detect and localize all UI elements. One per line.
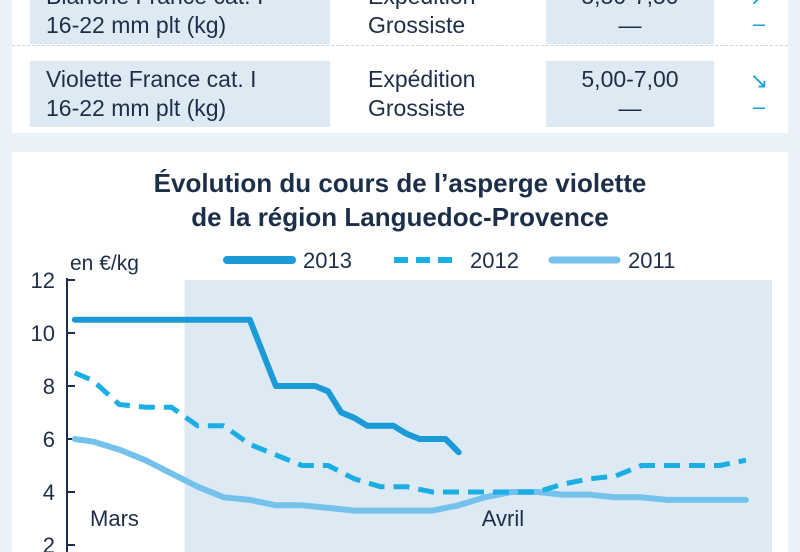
market-grossiste: Grossiste (368, 12, 466, 38)
month-label: Avril (482, 506, 524, 531)
trend-down-icon: ↘ (749, 68, 769, 93)
chart-plot: 2 4 6 8 10 12 en €/kg 2013 2012 2011 Mars Avril (31, 248, 772, 552)
series-line-2012 (73, 370, 747, 495)
trend-cell: ↘ – (734, 61, 784, 127)
chart-title: Évolution du cours de l’asperge violette… (12, 166, 788, 234)
market-grossiste: Grossiste (368, 95, 466, 121)
y-tick-label: 2 (43, 533, 55, 552)
product-cell: Blanche France cat. I 16-22 mm plt (kg) (30, 0, 330, 44)
market-cell: Expédition Grossiste (368, 61, 548, 127)
table-row-blanche: Blanche France cat. I 16-22 mm plt (kg) … (12, 0, 788, 44)
price-expedition: 5,00-7,00 (581, 66, 679, 92)
trend-stable-icon: – (752, 94, 766, 119)
market-cell: Expédition Grossiste (368, 0, 548, 44)
month-label: Mars (90, 506, 139, 531)
price-expedition: 5,50-7,50 (581, 0, 678, 11)
series-line-2013 (71, 316, 462, 456)
y-axis-label: en €/kg (70, 252, 139, 275)
price-chart: Évolution du cours de l’asperge violette… (12, 152, 788, 552)
chart-title-line-1: Évolution du cours de l’asperge violette (153, 168, 647, 198)
product-spec: 16-22 mm plt (kg) (46, 12, 227, 38)
trend-cell: ↗ – (734, 0, 784, 44)
y-tick-label: 6 (43, 427, 55, 452)
product-name: Blanche France cat. I (46, 0, 330, 11)
price-cell: 5,00-7,00 — (546, 61, 714, 127)
trend-stable-icon: – (752, 11, 766, 36)
legend-label-2013: 2013 (303, 248, 352, 273)
y-tick-label: 12 (31, 268, 55, 293)
legend-label-2012: 2012 (470, 248, 519, 273)
trend-up-icon: ↗ (750, 0, 768, 11)
price-table: Blanche France cat. I 16-22 mm plt (kg) … (12, 0, 788, 133)
row-divider (12, 45, 788, 46)
y-tick-label: 8 (43, 374, 55, 399)
market-expedition: Expédition (368, 0, 548, 11)
series-line-2011 (71, 436, 749, 514)
product-cell: Violette France cat. I 16-22 mm plt (kg) (30, 61, 330, 127)
y-tick-label: 10 (31, 321, 55, 346)
table-row-violette: Violette France cat. I 16-22 mm plt (kg)… (12, 61, 788, 127)
chart-title-line-2: de la région Languedoc-Provence (191, 202, 609, 232)
product-spec: 16-22 mm plt (kg) (46, 95, 227, 121)
product-name: Violette France cat. I (46, 66, 257, 92)
plot-shaded-area (184, 280, 772, 552)
market-expedition: Expédition (368, 66, 476, 92)
y-tick-label: 4 (43, 480, 55, 505)
price-cell: 5,50-7,50 — (546, 0, 714, 44)
price-grossiste: — (618, 12, 642, 38)
price-grossiste: — (618, 95, 642, 121)
legend-label-2011: 2011 (628, 248, 675, 273)
